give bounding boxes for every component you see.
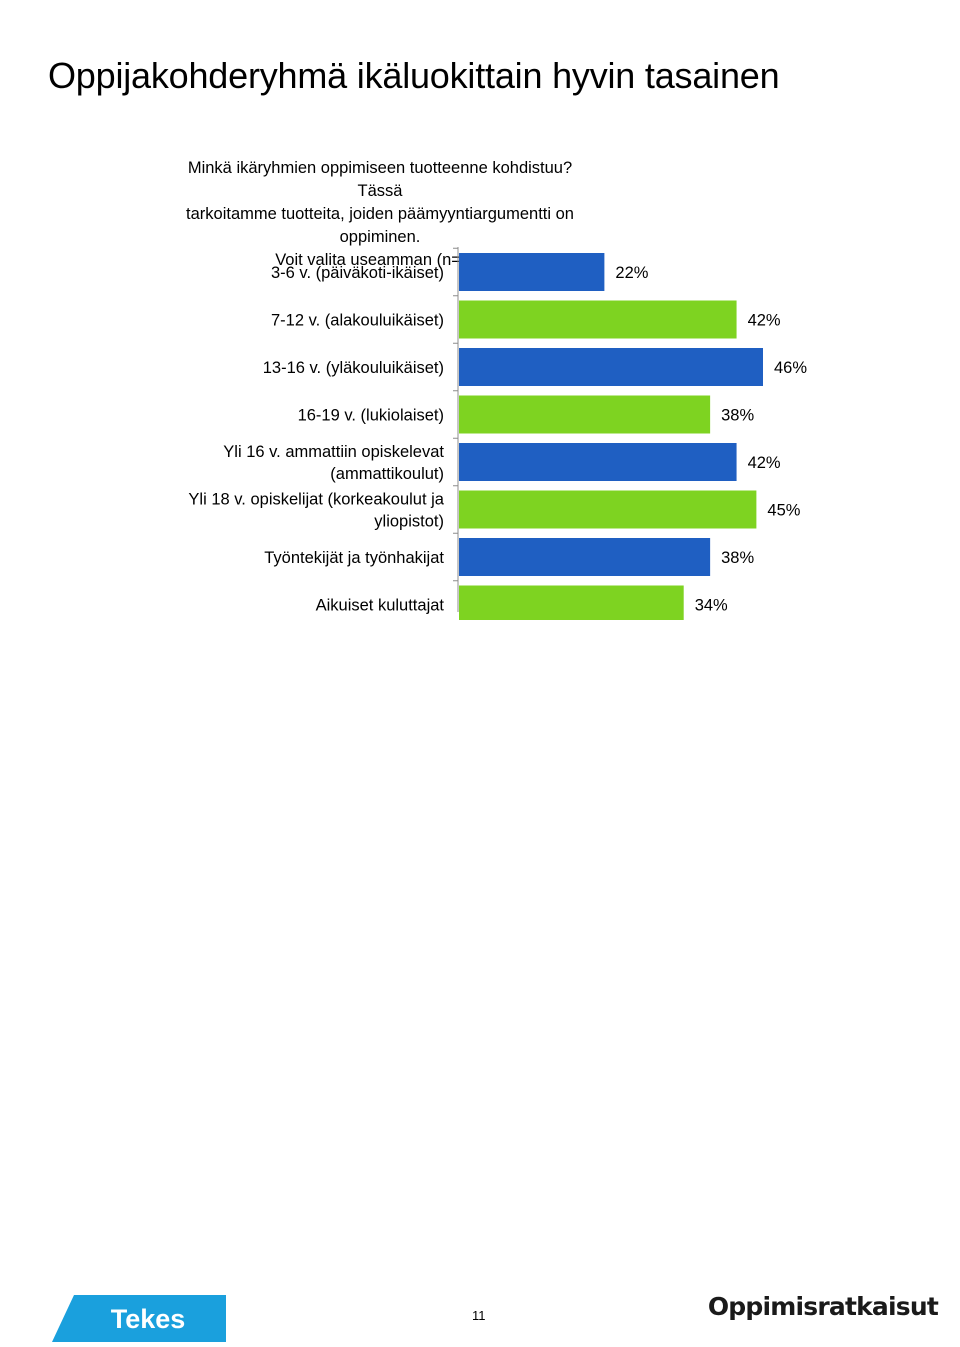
bar [459, 538, 711, 576]
value-label: 42% [748, 454, 781, 472]
category-label-line: Työntekijät ja työnhakijat [264, 549, 444, 567]
bar [459, 253, 605, 291]
value-label: 38% [721, 549, 754, 567]
category-label: 7-12 v. (alakouluikäiset) [271, 312, 444, 330]
category-label: 13-16 v. (yläkouluikäiset) [263, 359, 444, 377]
category-label-line: 13-16 v. (yläkouluikäiset) [263, 359, 444, 377]
category-label-line: 3-6 v. (päiväkoti-ikäiset) [271, 264, 444, 282]
category-label: Työntekijät ja työnhakijat [264, 549, 444, 567]
value-label: 22% [615, 264, 648, 282]
value-label: 45% [767, 502, 800, 520]
question-line: tarkoitamme tuotteita, joiden päämyyntia… [186, 205, 574, 246]
category-label: Yli 16 v. ammattiin opiskelevat (ammattik… [223, 443, 444, 483]
category-label-line: yliopistot) [374, 513, 444, 531]
question-text: Minkä ikäryhmien oppimiseen tuotteenne k… [170, 157, 590, 272]
bar [459, 300, 737, 339]
tekes-logo-graphic: Tekes [52, 1295, 226, 1342]
bar [459, 395, 711, 434]
page-number: 11 [472, 1308, 486, 1323]
category-label-line: Aikuiset kuluttajat [316, 597, 445, 615]
question-line: Minkä ikäryhmien oppimiseen tuotteenne k… [187, 159, 573, 200]
bar [459, 348, 763, 386]
value-label: 46% [774, 359, 807, 377]
slide-title: Oppijakohderyhmä ikäluokittain hyvin tas… [48, 55, 780, 96]
bar [459, 443, 737, 481]
footer: Tekes 11 Oppimisratkaisut [0, 622, 960, 1342]
category-label-line: Yli 18 v. opiskelijat (korkeakoulut ja [188, 491, 444, 509]
category-label-line: (ammattikoulut) [330, 465, 444, 483]
category-label-line: 16-19 v. (lukiolaiset) [298, 407, 444, 425]
category-label-line: Yli 16 v. ammattiin opiskelevat [223, 443, 444, 461]
category-label: Aikuiset kuluttajat [316, 597, 445, 615]
bar-chart: 22% 3-6 v. (päiväkoti-ikäiset) 42% 7-12 v. … [188, 247, 807, 620]
value-label: 42% [748, 312, 781, 330]
tekes-logo: Tekes [52, 1295, 226, 1347]
tekes-logo-text: Tekes [111, 1304, 186, 1334]
category-label: Yli 18 v. opiskelijat (korkeakoulut ja yl… [188, 491, 444, 531]
bar [459, 585, 684, 620]
bar [459, 490, 757, 529]
category-label: 3-6 v. (päiväkoti-ikäiset) [271, 264, 444, 282]
value-label: 34% [695, 597, 728, 615]
question-line: Voit valita useamman (n=92) [275, 251, 485, 269]
oppimisratkaisut-logo: Oppimisratkaisut [707, 1292, 939, 1321]
value-label: 38% [721, 407, 754, 425]
category-label: 16-19 v. (lukiolaiset) [298, 407, 444, 425]
category-label-line: 7-12 v. (alakouluikäiset) [271, 312, 444, 330]
